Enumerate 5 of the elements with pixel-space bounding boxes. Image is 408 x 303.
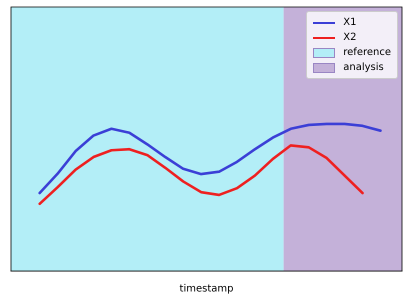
x-axis-title: timestamp xyxy=(180,284,234,295)
legend-label: X1 xyxy=(343,16,356,30)
text: analysis xyxy=(343,61,384,75)
legend-label: X2 xyxy=(343,31,356,45)
text: reference xyxy=(343,46,391,60)
